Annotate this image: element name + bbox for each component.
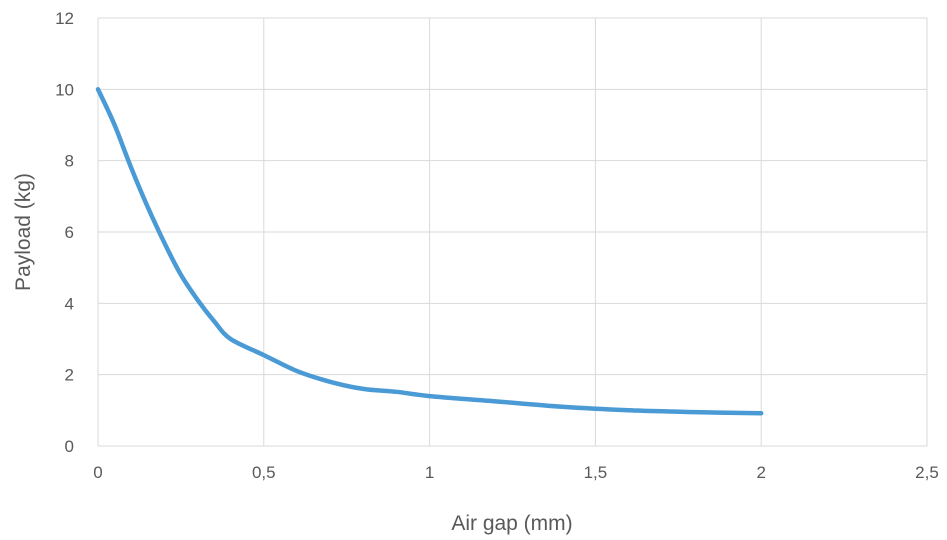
x-tick-label: 0,5: [252, 463, 276, 482]
x-tick-label: 1: [425, 463, 434, 482]
x-tick-label: 0: [93, 463, 102, 482]
gridlines: [97, 17, 928, 447]
y-axis-title: Payload (kg): [12, 173, 35, 291]
y-tick-label: 6: [65, 223, 74, 242]
y-tick-label: 2: [65, 366, 74, 385]
y-tick-label: 4: [65, 294, 74, 313]
x-tick-label: 2: [756, 463, 765, 482]
x-axis-title: Air gap (mm): [451, 512, 572, 535]
y-tick-label: 12: [55, 9, 74, 28]
y-tick-label: 0: [65, 437, 74, 456]
y-tick-label: 8: [65, 152, 74, 171]
payload-series-line: [95, 87, 764, 416]
x-tick-label: 1,5: [584, 463, 608, 482]
y-tick-labels: 0 2 4 6 8 10 12: [55, 9, 74, 456]
series-layer: [95, 87, 764, 416]
x-tick-label: 2,5: [915, 463, 939, 482]
y-tick-label: 10: [55, 80, 74, 99]
x-tick-labels: 0 0,5 1 1,5 2 2,5: [93, 463, 939, 482]
